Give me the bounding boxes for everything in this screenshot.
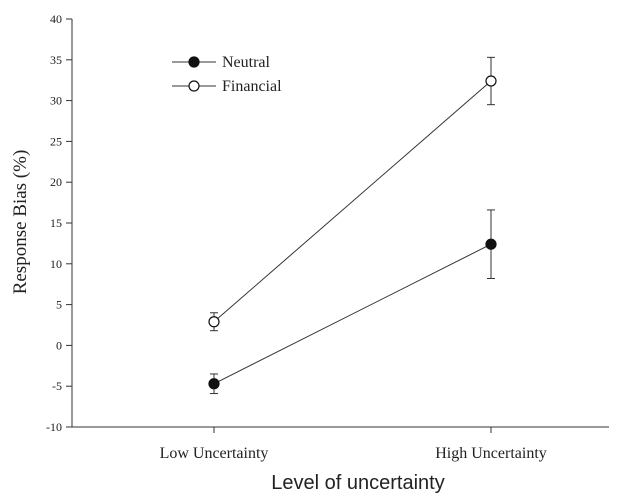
data-point <box>485 238 497 250</box>
x-tick-label: Low Uncertainty <box>160 445 269 462</box>
x-categories: Low Uncertainty High Uncertainty <box>160 427 547 462</box>
series-line <box>213 243 492 385</box>
y-tick-label: 25 <box>50 134 62 148</box>
legend-marker <box>188 80 200 92</box>
series-line <box>213 80 492 323</box>
y-tick-label: 35 <box>50 53 62 67</box>
y-tick-label: 15 <box>50 216 62 230</box>
y-axis-label: Response Bias (%) <box>10 150 31 295</box>
data-point <box>208 316 220 328</box>
legend-marker <box>188 56 200 68</box>
legend: Neutral Financial <box>172 54 282 95</box>
x-tick-label: High Uncertainty <box>435 445 547 462</box>
y-tick-label: 0 <box>56 338 62 352</box>
y-tick-label: 5 <box>56 298 62 312</box>
y-tick-label: 10 <box>50 257 62 271</box>
y-tick-label: 40 <box>50 12 62 26</box>
y-tick-label: 20 <box>50 175 62 189</box>
series-layer <box>208 56 497 395</box>
data-point <box>208 378 220 390</box>
y-ticks: -10 -5 0 5 10 15 20 25 30 35 40 <box>46 12 72 434</box>
y-tick-label: -5 <box>52 379 62 393</box>
legend-label: Financial <box>222 78 282 95</box>
x-axis-label: Level of uncertainty <box>271 472 444 494</box>
data-point <box>485 75 497 87</box>
y-tick-label: -10 <box>46 420 62 434</box>
legend-label: Neutral <box>222 54 271 71</box>
axes <box>71 19 609 428</box>
y-tick-label: 30 <box>50 94 62 108</box>
